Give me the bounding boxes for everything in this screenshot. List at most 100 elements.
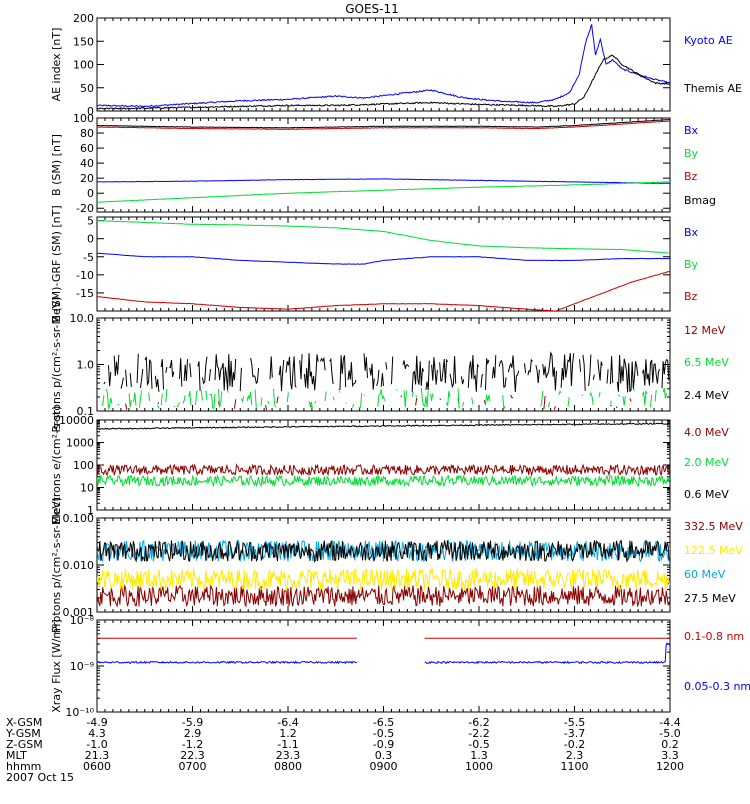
series-group <box>102 353 669 410</box>
legend-label: Kyoto AE <box>684 34 733 47</box>
series-line <box>543 353 557 391</box>
series-line <box>662 360 669 389</box>
y-tick-label: 40 <box>80 157 94 170</box>
series-line <box>339 355 346 389</box>
series-line <box>134 392 136 405</box>
y-tick-label: 0.010 <box>63 559 95 572</box>
series-line <box>255 390 256 408</box>
series-line <box>102 395 104 405</box>
x-row-value: 0900 <box>370 760 398 773</box>
series-line <box>126 404 127 410</box>
legend-label: Bx <box>684 124 699 137</box>
series-line <box>616 407 617 408</box>
series-line <box>528 360 533 375</box>
series-line <box>166 367 167 373</box>
series-line <box>610 356 612 384</box>
series-line <box>97 569 670 590</box>
series-line <box>450 356 456 387</box>
panel-frame <box>97 620 670 712</box>
y-tick-label: 100 <box>73 459 94 472</box>
series-line <box>421 388 428 407</box>
series-line <box>651 395 652 408</box>
series-line <box>97 182 670 203</box>
series-group <box>97 221 670 312</box>
series-line <box>145 357 152 389</box>
series-line <box>599 392 600 398</box>
series-line <box>247 392 252 405</box>
series-line <box>508 355 518 392</box>
y-tick-label: -15 <box>76 287 94 300</box>
series-line <box>492 355 495 378</box>
series-line <box>209 369 210 381</box>
series-line <box>97 221 670 254</box>
series-line <box>549 402 550 407</box>
series-line <box>304 353 318 390</box>
series-line <box>261 398 262 406</box>
series-line <box>447 391 451 406</box>
y-tick-label: 0 <box>87 233 94 246</box>
series-line <box>180 358 182 386</box>
series-line <box>201 390 202 400</box>
series-group <box>97 638 670 663</box>
series-line <box>486 358 489 390</box>
series-line <box>219 389 222 407</box>
series-line <box>104 382 105 384</box>
series-line <box>346 403 347 404</box>
series-line <box>137 354 138 383</box>
series-line <box>300 354 302 379</box>
series-line <box>178 402 179 405</box>
series-line <box>129 394 131 407</box>
series-line <box>377 370 379 386</box>
x-row-value: 0600 <box>83 760 111 773</box>
y-tick-label: 0.100 <box>63 512 95 525</box>
series-line <box>235 399 236 408</box>
legend-label: By <box>684 147 699 160</box>
series-line <box>440 399 441 400</box>
series-line <box>412 392 413 397</box>
y-tick-label: 20 <box>80 172 94 185</box>
legend-label: Bz <box>684 170 698 183</box>
series-line <box>468 355 478 392</box>
y-tick-label: 50 <box>80 82 94 95</box>
series-line <box>333 397 334 400</box>
y-tick-label: 200 <box>73 12 94 25</box>
legend-label: 122.5 MeV <box>684 544 743 557</box>
x-date: 2007 Oct 15 <box>6 771 74 784</box>
series-line <box>598 360 603 381</box>
series-line <box>228 391 229 393</box>
panel-frame <box>97 420 670 510</box>
series-line <box>392 357 393 385</box>
series-line <box>633 389 634 391</box>
series-line <box>610 401 611 404</box>
series-line <box>461 376 463 384</box>
series-line <box>643 359 660 385</box>
legend-label: 6.5 MeV <box>684 356 729 369</box>
series-group <box>97 119 670 202</box>
series-line <box>386 362 387 369</box>
y-tick-label: 10⁻⁸ <box>70 614 95 627</box>
series-line <box>339 391 340 392</box>
legend-label: 4.0 MeV <box>684 426 729 439</box>
series-line <box>618 395 619 397</box>
series-line <box>266 405 267 410</box>
series-line <box>330 359 334 384</box>
series-line <box>416 395 417 397</box>
series-line <box>97 476 670 486</box>
series-line <box>97 55 670 109</box>
series-line <box>630 398 631 401</box>
series-line <box>97 253 670 264</box>
y-tick-label: 10000 <box>59 414 94 427</box>
series-line <box>623 396 625 406</box>
legend-label: 0.05-0.3 nm <box>684 680 750 693</box>
series-line <box>481 374 483 387</box>
series-line <box>325 391 326 401</box>
series-line <box>541 391 543 407</box>
legend-label: 0.6 MeV <box>684 488 729 501</box>
series-line <box>161 359 163 389</box>
